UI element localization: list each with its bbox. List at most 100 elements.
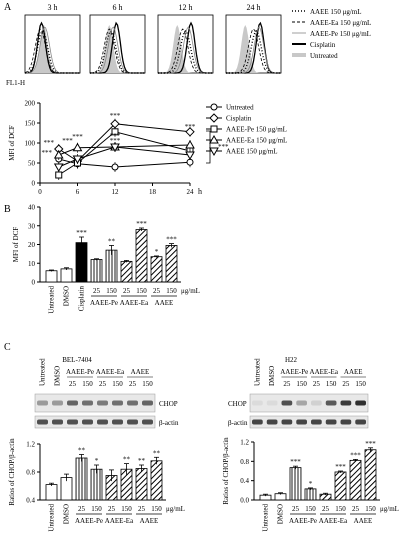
bar [90,259,103,283]
bar-group-label: AAEE [140,517,159,525]
line-chart-x-tick-label: 12 [112,188,120,196]
line-chart-x-label: h [198,187,202,196]
line-series [58,146,191,168]
panel-label-c: C [4,342,11,353]
aaee-histogram [226,29,281,74]
aaee-histogram [158,29,213,74]
bar-chart-y-tick-label: 1.2 [26,441,35,449]
aaee-histogram [90,30,145,74]
line-chart-x-tick-label: 18 [149,188,157,196]
bar-chart-y-tick-label: 0.0 [240,497,249,505]
blot-band [97,419,108,425]
line-legend-label: Cisplatin [226,115,252,123]
blot-band-label: CHOP [159,400,178,408]
blot-band [311,419,322,425]
blot-lane-label: DMSO [54,366,62,386]
bar-category-label: 150 [335,505,346,513]
line-significance-marker: *** [42,149,53,157]
blot-band [281,400,293,406]
histogram-frame [24,14,81,74]
blot-band [296,400,307,406]
blot-band [355,419,366,425]
bar [150,460,163,501]
blot-band-label: β-actin [159,419,179,427]
bar [75,242,88,283]
aaee-ea-histogram [89,28,145,74]
bar-category-label: DMSO [63,504,71,524]
line-chart-y-tick-label: 100 [25,140,36,148]
bar-unit-label: μg/mL [380,505,399,513]
blot-band [340,400,352,406]
line-point [53,149,64,159]
bar-category-label: 150 [151,505,162,513]
untreated-histogram [25,25,80,73]
bar-significance-marker: *** [136,220,147,228]
bar [150,256,163,283]
bar-unit-label: μg/mL [166,505,185,513]
bar-category-label: 150 [365,505,376,513]
bar-category-label: 25 [108,505,116,513]
blot-band [311,400,322,406]
aaee-pe-histogram [90,26,145,74]
cisplatin-histogram [90,21,145,74]
bar-group-label: AAEE-Ea [120,299,149,307]
blot-lane-label: 25 [283,380,291,388]
blot-group-label: AAEE-Pe [66,368,94,376]
line-legend-marker [209,113,219,123]
line-chart-y-tick-label: 0 [32,180,36,188]
bar-category-label: Untreated [262,504,270,532]
blot-band [266,419,278,425]
line-series [58,123,191,162]
blot-group-label: AAEE [131,368,150,376]
blot-lane-label: 25 [99,380,107,388]
blot-band [52,419,63,425]
bar-significance-marker: * [309,480,313,488]
bar-chart-y-tick-label: 0.4 [240,477,249,485]
bar [45,270,58,283]
bar-chart-y-label: Ratios of CHOP/β-actin [222,437,230,505]
histogram-time-label: 6 h [113,3,123,12]
blot-cell-line-label: BEL-7404 [62,356,92,364]
bar-category-label: DMSO [63,286,71,306]
bar-group-label: AAEE-Pe [289,517,317,525]
blot-band [142,419,153,425]
bar-significance-marker: *** [290,458,301,466]
bar [364,449,377,501]
bar-significance-marker: *** [365,440,376,448]
flow-legend-item: AAEE-Pe 150 μg/mL [292,30,371,38]
bar-significance-marker: * [155,248,159,256]
blot-band [112,419,123,425]
line-significance-marker: *** [110,132,121,140]
panel-label-a: A [4,2,12,13]
blot-band [97,400,108,406]
line-point [186,158,194,166]
line-legend-marker [209,147,219,157]
line-legend-item: AAEE 150 μg/mL [206,147,278,157]
bar-significance-marker: ** [108,237,116,245]
blot-membrane [34,393,156,413]
line-chart-y-tick-label: 50 [28,160,36,168]
line-legend-marker [210,125,218,133]
blot-band-label: CHOP [228,400,247,408]
blot-band [325,400,337,406]
bar [75,457,88,501]
histogram-time-label: 24 h [247,3,261,12]
line-point [185,151,195,161]
flow-legend-item: AAEE 150 μg/mL [292,8,362,16]
blot-band [266,400,278,406]
bar-group-label: AAEE-Pe [75,517,103,525]
flow-legend-label: Cisplatin [310,41,336,49]
bar-chart-y-tick-label: 10 [28,260,36,268]
line-point [53,163,64,173]
bar-significance-marker: *** [350,451,361,459]
bar [304,488,317,501]
bar-group-label: AAEE [155,299,174,307]
histogram-time-label: 3 h [48,3,58,12]
blot-band [281,419,293,425]
blot-band [82,419,93,425]
line-chart-y-tick-label: 200 [25,100,36,108]
flow-x-axis-label: FL1-H [6,79,25,87]
bar-chart-y-label: MFI of DCF [12,227,20,263]
panel-label-b: B [4,204,11,215]
blot-band-label: β-actin [228,419,248,427]
